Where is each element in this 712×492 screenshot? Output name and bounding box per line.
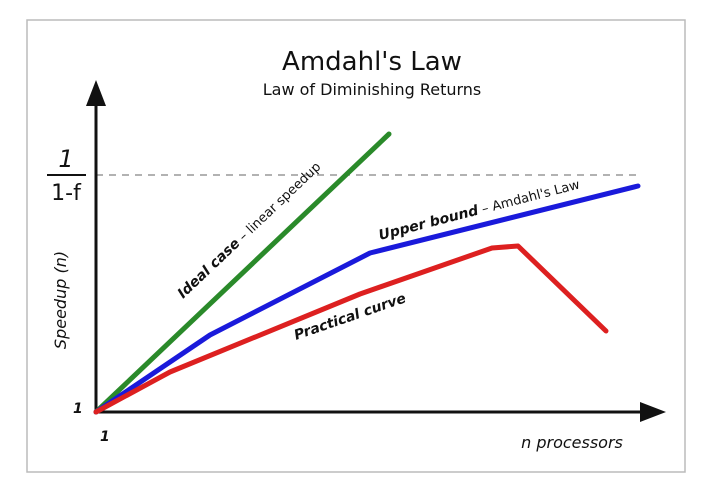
upper-bound-curve [93, 183, 641, 415]
diagram-subtitle: Law of Diminishing Returns [263, 80, 482, 99]
ideal-curve-label: Ideal case – linear speedup [175, 159, 324, 302]
frame-border [26, 19, 686, 473]
y-axis-label: Speedup (n) [51, 251, 70, 349]
origin-y-tick: 1 [73, 401, 83, 417]
y-fraction-denominator: 1-f [51, 181, 82, 206]
x-axis-arrow [640, 402, 666, 422]
x-axis-label: n processors [521, 433, 623, 452]
y-axis-arrow [86, 80, 106, 106]
ideal-curve-label-bold: Ideal case [175, 236, 244, 302]
ideal-curve-label-rest: – linear speedup [233, 160, 324, 248]
diagram-title: Amdahl's Law [282, 47, 462, 77]
origin-x-tick: 1 [100, 429, 110, 445]
ideal-curve [93, 131, 392, 415]
practical-curve [93, 243, 609, 415]
y-fraction-numerator: 1 [58, 145, 73, 173]
